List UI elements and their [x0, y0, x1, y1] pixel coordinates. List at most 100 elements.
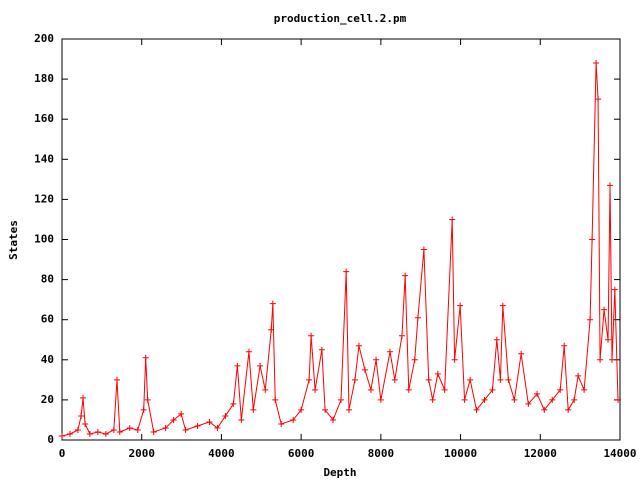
data-point	[457, 302, 464, 309]
data-point	[534, 390, 541, 397]
data-point	[473, 406, 480, 413]
y-tick-label: 80	[41, 273, 54, 286]
data-point	[278, 420, 285, 427]
data-point	[391, 376, 398, 383]
data-point	[272, 396, 279, 403]
data-point	[102, 430, 109, 437]
data-point	[338, 396, 344, 403]
x-tick-label: 4000	[208, 447, 235, 460]
data-point	[593, 60, 600, 67]
data-point	[262, 386, 269, 393]
data-point	[367, 386, 374, 393]
data-point	[595, 96, 602, 103]
y-tick-label: 40	[41, 353, 54, 366]
data-point	[398, 332, 405, 339]
data-point	[250, 406, 257, 413]
plot-border	[61, 38, 621, 441]
data-point	[214, 424, 221, 431]
y-tick-label: 160	[34, 112, 54, 125]
data-point	[78, 412, 85, 419]
data-point	[587, 316, 594, 323]
data-point	[549, 396, 556, 403]
data-point	[597, 356, 604, 363]
data-point	[361, 366, 368, 373]
data-point	[144, 396, 151, 403]
data-point	[66, 430, 73, 437]
data-point	[441, 386, 448, 393]
data-point	[414, 314, 421, 321]
data-point	[162, 424, 169, 431]
data-point	[541, 406, 548, 413]
data-point	[306, 376, 313, 383]
x-tick-label: 8000	[368, 447, 395, 460]
data-point	[290, 416, 297, 423]
data-point	[308, 332, 315, 339]
data-point	[461, 396, 468, 403]
data-point	[116, 428, 123, 435]
data-point	[589, 236, 596, 243]
data-point	[230, 400, 237, 407]
data-point	[298, 406, 305, 413]
x-axis-label: Depth	[323, 466, 356, 479]
data-point	[605, 336, 612, 343]
data-point	[615, 396, 622, 403]
y-axis-label: States	[7, 220, 20, 260]
data-point	[377, 396, 384, 403]
data-point	[373, 356, 380, 363]
y-tick-label: 20	[41, 393, 54, 406]
data-point	[505, 376, 512, 383]
x-tick-label: 6000	[288, 447, 315, 460]
data-point	[355, 342, 362, 349]
data-point	[571, 396, 578, 403]
x-tick-label: 14000	[603, 447, 636, 460]
data-point	[420, 246, 427, 253]
x-tick-label: 0	[59, 447, 66, 460]
data-point	[611, 286, 618, 293]
data-point	[114, 376, 121, 383]
data-point	[178, 410, 185, 417]
data-point	[86, 430, 93, 437]
data-point	[434, 370, 441, 377]
data-point	[481, 396, 488, 403]
data-point	[150, 428, 157, 435]
data-point	[140, 406, 147, 413]
data-point	[318, 346, 325, 353]
data-point	[557, 386, 564, 393]
y-tick-label: 0	[47, 433, 54, 446]
data-point	[467, 376, 474, 383]
data-point	[94, 428, 101, 435]
data-point	[607, 182, 614, 189]
data-point	[518, 350, 525, 357]
y-tick-label: 180	[34, 72, 54, 85]
data-point	[345, 406, 352, 413]
data-point	[59, 432, 65, 439]
chart-title: production_cell.2.pm	[274, 12, 407, 25]
x-tick-label: 10000	[444, 447, 477, 460]
data-point	[497, 376, 504, 383]
data-point	[269, 300, 276, 307]
data-point	[257, 362, 264, 369]
data-point	[525, 400, 532, 407]
data-point	[238, 416, 245, 423]
y-tick-label: 140	[34, 152, 54, 165]
data-point	[170, 416, 177, 423]
data-point	[351, 376, 358, 383]
data-point	[449, 216, 456, 223]
data-point	[411, 356, 418, 363]
data-line	[61, 63, 619, 437]
y-tick-label: 120	[34, 192, 54, 205]
y-tick-label: 100	[34, 233, 54, 246]
data-point	[222, 412, 229, 419]
data-point	[511, 396, 518, 403]
data-point	[322, 406, 329, 413]
data-point	[142, 354, 149, 361]
data-point	[565, 406, 572, 413]
data-point	[343, 268, 350, 275]
data-point	[268, 326, 275, 333]
data-point	[110, 426, 117, 433]
data-point	[312, 386, 319, 393]
data-point	[402, 272, 409, 279]
data-point	[80, 394, 87, 401]
data-point	[126, 424, 133, 431]
